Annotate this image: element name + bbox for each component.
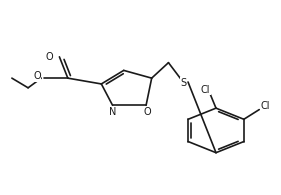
Text: S: S (180, 78, 186, 88)
Text: O: O (33, 71, 41, 81)
Text: Cl: Cl (260, 101, 270, 111)
Text: O: O (46, 52, 53, 62)
Text: Cl: Cl (201, 85, 210, 95)
Text: N: N (109, 107, 117, 117)
Text: O: O (143, 107, 151, 117)
